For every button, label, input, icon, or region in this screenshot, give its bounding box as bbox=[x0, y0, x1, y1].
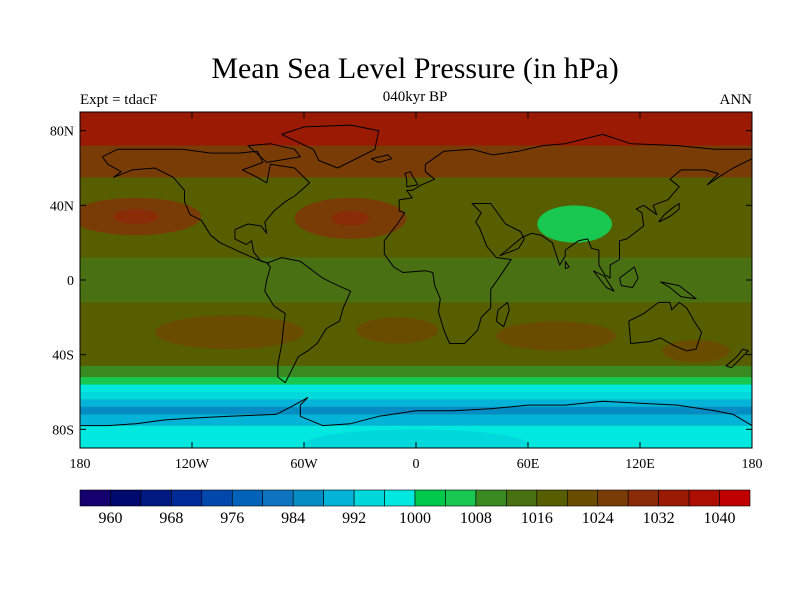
field-cell bbox=[304, 429, 528, 448]
colorbar-swatch bbox=[445, 489, 477, 507]
coastline-madagascar bbox=[495, 301, 510, 328]
colorbar-swatch bbox=[688, 489, 720, 507]
coastline-great-britain bbox=[404, 171, 419, 188]
field-band bbox=[80, 377, 752, 385]
field-cell bbox=[113, 209, 159, 225]
colorbar-swatch bbox=[658, 489, 690, 507]
colorbar-swatch bbox=[323, 489, 355, 507]
colorbar-swatch bbox=[384, 489, 416, 507]
lat-tick-label: 40N bbox=[50, 199, 74, 214]
coastline-australia bbox=[628, 301, 703, 352]
coastline-new-guinea bbox=[660, 281, 697, 300]
colorbar-swatch bbox=[536, 489, 568, 507]
colorbar-label: 1024 bbox=[582, 510, 614, 527]
colorbar-swatch bbox=[597, 489, 629, 507]
lon-tick-label: 120E bbox=[625, 457, 655, 472]
colorbar-swatch bbox=[262, 489, 294, 507]
colorbar-swatch bbox=[627, 489, 659, 507]
pressure-field bbox=[80, 112, 752, 448]
coastline-iceland bbox=[370, 154, 393, 163]
colorbar-swatch bbox=[79, 489, 111, 507]
longitude-axis: 180 120W 60W 0 60E 120E 180 bbox=[70, 112, 763, 472]
colorbar-label: 1016 bbox=[521, 510, 553, 527]
coastline-greenland bbox=[281, 124, 380, 169]
coastline-borneo bbox=[619, 266, 639, 288]
lon-tick-label: 180 bbox=[742, 457, 763, 472]
colorbar-swatch bbox=[506, 489, 538, 507]
field-cell bbox=[332, 210, 370, 226]
coastline-japan bbox=[658, 203, 680, 223]
latitude-axis: 80N 40N 0 40S 80S bbox=[50, 125, 752, 438]
colorbar-swatch bbox=[171, 489, 203, 507]
colorbar-label: 960 bbox=[98, 510, 122, 527]
colorbar-label: 1032 bbox=[643, 510, 675, 527]
colorbar-swatch bbox=[414, 489, 446, 507]
coastline-new-zealand bbox=[725, 348, 749, 369]
colorbar-label: 1008 bbox=[460, 510, 492, 527]
colorbar-swatch bbox=[231, 489, 264, 507]
colorbar-label: 968 bbox=[159, 510, 183, 527]
colorbar-swatch bbox=[566, 489, 599, 507]
colorbar-swatch bbox=[201, 489, 233, 507]
chart-title: Mean Sea Level Pressure (in hPa) bbox=[211, 52, 619, 85]
colorbar-swatch bbox=[292, 489, 324, 507]
field-band bbox=[80, 414, 752, 426]
field-cell bbox=[356, 317, 439, 344]
field-band bbox=[80, 399, 752, 407]
field-cell bbox=[496, 321, 616, 351]
lon-tick-label: 0 bbox=[413, 457, 420, 472]
field-band bbox=[80, 257, 752, 303]
lat-tick-label: 80N bbox=[50, 125, 74, 140]
coastline-south-america bbox=[264, 257, 352, 384]
colorbar-swatch bbox=[110, 489, 142, 507]
field-band bbox=[80, 384, 752, 392]
coastline-sri-lanka bbox=[564, 260, 570, 270]
colorbar-swatch bbox=[140, 489, 172, 507]
lon-tick-label: 180 bbox=[70, 457, 91, 472]
coastline-eurasia-africa bbox=[383, 133, 752, 344]
field-band bbox=[80, 392, 752, 400]
field-band bbox=[80, 365, 752, 378]
field-cell bbox=[154, 315, 304, 350]
colorbar-label: 1040 bbox=[704, 510, 736, 527]
colorbar-label: 984 bbox=[281, 510, 305, 527]
experiment-label: Expt = tdacF bbox=[80, 92, 158, 108]
colorbar-swatch bbox=[353, 489, 385, 507]
colorbar-label: 976 bbox=[220, 510, 244, 527]
season-label: ANN bbox=[719, 92, 753, 108]
colorbar-label: 992 bbox=[342, 510, 366, 527]
colorbar-label: 1000 bbox=[399, 510, 431, 527]
coastline-sumatra bbox=[592, 270, 615, 292]
coastlines bbox=[80, 124, 752, 427]
lon-tick-label: 60W bbox=[290, 457, 318, 472]
period-label: 040kyr BP bbox=[382, 89, 448, 105]
colorbar-swatch bbox=[475, 489, 507, 507]
coastline-antarctica bbox=[80, 397, 752, 427]
lon-tick-label: 60E bbox=[517, 457, 540, 472]
coastline-baffin bbox=[247, 143, 301, 163]
field-cell bbox=[662, 339, 730, 363]
colorbar-swatch bbox=[719, 489, 751, 507]
colorbar: 960 968 976 984 992 1000 1008 1016 1024 1032 1040 bbox=[79, 489, 751, 527]
lat-tick-label: 80S bbox=[52, 423, 74, 438]
coastline-north-america bbox=[101, 148, 311, 264]
lon-tick-label: 120W bbox=[175, 457, 210, 472]
lat-tick-label: 0 bbox=[67, 274, 74, 289]
lat-tick-label: 40S bbox=[52, 349, 74, 364]
field-cell bbox=[537, 205, 613, 243]
